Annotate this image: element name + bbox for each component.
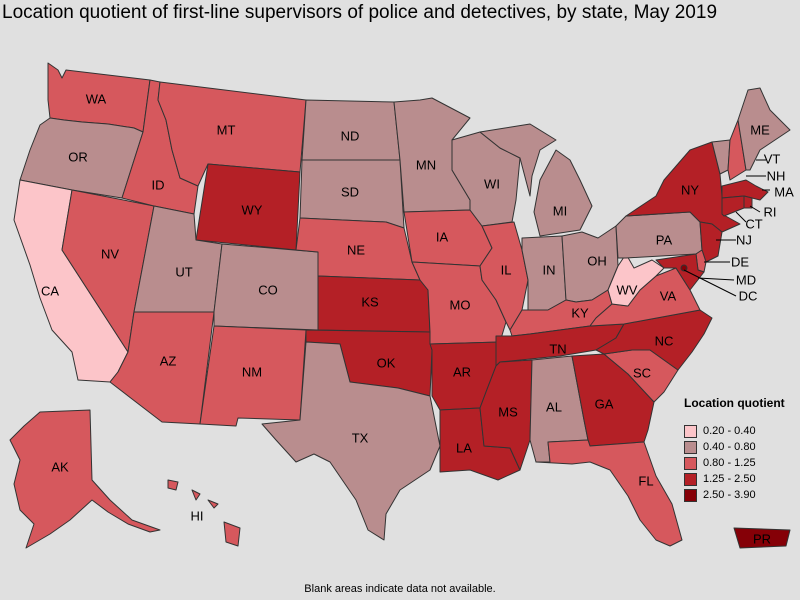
state-NC[interactable]: [595, 309, 713, 371]
state-MI[interactable]: [479, 123, 593, 237]
label-SC: SC: [633, 365, 651, 380]
state-HI[interactable]: [167, 479, 241, 547]
map-title: Location quotient of first-line supervis…: [2, 2, 718, 23]
legend-label: 0.20 - 0.40: [703, 425, 756, 437]
label-DC: DC: [739, 288, 758, 303]
label-TN: TN: [549, 341, 566, 356]
label-CO: CO: [258, 282, 278, 297]
label-leader-lines: [683, 159, 770, 297]
state-AZ[interactable]: [109, 311, 215, 425]
state-NH[interactable]: [727, 119, 747, 181]
label-NJ: NJ: [736, 232, 752, 247]
legend-swatch: [684, 472, 697, 486]
legend: Location quotient 0.20 - 0.40 0.40 - 0.80…: [684, 396, 796, 503]
label-IN: IN: [543, 262, 556, 277]
label-OH: OH: [587, 253, 607, 268]
legend-swatch: [684, 488, 697, 502]
label-MI: MI: [553, 203, 567, 218]
legend-swatch: [684, 424, 697, 438]
label-MA: MA: [774, 184, 794, 199]
legend-swatch: [684, 440, 697, 454]
label-FL: FL: [638, 473, 653, 488]
state-FL[interactable]: [535, 439, 683, 547]
label-NC: NC: [655, 333, 674, 348]
state-TX[interactable]: [261, 341, 441, 541]
label-OK: OK: [377, 355, 396, 370]
label-VT: VT: [764, 151, 781, 166]
label-VA: VA: [660, 288, 677, 303]
legend-label: 2.50 - 3.90: [703, 489, 756, 501]
label-NM: NM: [242, 364, 262, 379]
label-TX: TX: [352, 430, 369, 445]
legend-label: 1.25 - 2.50: [703, 473, 756, 485]
label-WA: WA: [86, 91, 107, 106]
state-IL[interactable]: [479, 221, 529, 331]
label-PR: PR: [753, 531, 771, 546]
legend-label: 0.80 - 1.25: [703, 457, 756, 469]
label-CA: CA: [41, 283, 59, 298]
legend-swatch: [684, 456, 697, 470]
label-MT: MT: [217, 122, 236, 137]
footnote: Blank areas indicate data not available.: [304, 583, 496, 595]
label-OR: OR: [68, 149, 88, 164]
label-LA: LA: [456, 440, 472, 455]
label-NH: NH: [767, 168, 786, 183]
label-GA: GA: [595, 396, 614, 411]
label-WV: WV: [617, 282, 638, 297]
label-AK: AK: [51, 459, 69, 474]
state-ME[interactable]: [737, 87, 791, 171]
state-AK[interactable]: [9, 409, 161, 549]
label-PA: PA: [656, 232, 673, 247]
label-IA: IA: [436, 229, 449, 244]
label-ND: ND: [341, 128, 360, 143]
label-NE: NE: [347, 242, 365, 257]
label-CT: CT: [745, 216, 762, 231]
state-MT[interactable]: [157, 81, 307, 187]
label-AR: AR: [453, 364, 471, 379]
label-WI: WI: [484, 176, 500, 191]
label-AL: AL: [546, 399, 562, 414]
state-DC[interactable]: [680, 264, 688, 272]
state-MD[interactable]: [655, 253, 705, 291]
state-PR[interactable]: [733, 527, 791, 549]
label-NV: NV: [101, 246, 119, 261]
label-UT: UT: [175, 264, 192, 279]
label-ID: ID: [152, 177, 165, 192]
label-MD: MD: [736, 272, 756, 287]
legend-item: 0.80 - 1.25: [684, 455, 796, 471]
legend-item: 0.20 - 0.40: [684, 423, 796, 439]
label-KY: KY: [571, 305, 589, 320]
legend-title: Location quotient: [684, 396, 785, 410]
state-CT[interactable]: [721, 195, 745, 217]
label-SD: SD: [341, 184, 359, 199]
legend-item: 1.25 - 2.50: [684, 471, 796, 487]
label-RI: RI: [764, 204, 777, 219]
label-ME: ME: [750, 122, 770, 137]
label-WY: WY: [242, 202, 263, 217]
label-MS: MS: [498, 404, 518, 419]
legend-rows: 0.20 - 0.40 0.40 - 0.80 0.80 - 1.25 1.25 - …: [684, 423, 796, 503]
label-MN: MN: [416, 157, 436, 172]
label-NY: NY: [681, 182, 699, 197]
label-KS: KS: [361, 294, 379, 309]
legend-item: 2.50 - 3.90: [684, 487, 796, 503]
legend-item: 0.40 - 0.80: [684, 439, 796, 455]
label-MO: MO: [450, 297, 471, 312]
label-HI: HI: [191, 508, 204, 523]
label-IL: IL: [501, 262, 512, 277]
label-AZ: AZ: [160, 353, 177, 368]
state-MS[interactable]: [479, 359, 533, 471]
label-DE: DE: [731, 254, 749, 269]
legend-label: 0.40 - 0.80: [703, 441, 756, 453]
